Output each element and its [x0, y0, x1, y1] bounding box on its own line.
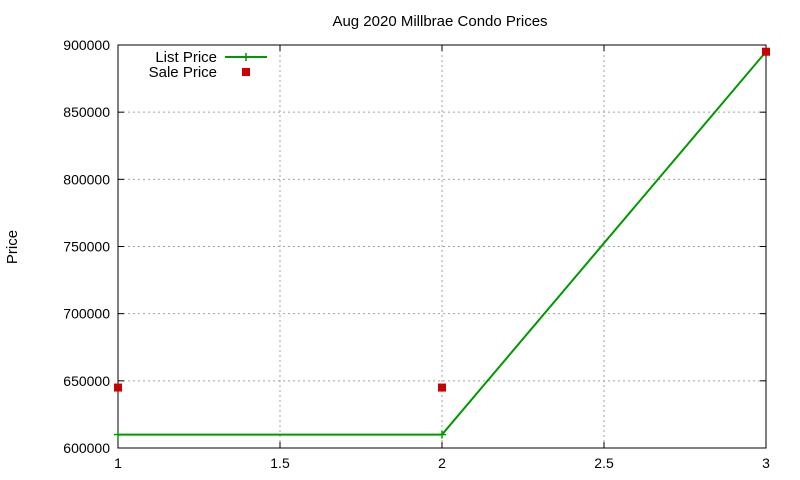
list-price-point	[114, 430, 122, 439]
x-tick-label: 2.5	[594, 455, 614, 471]
y-tick-label: 800000	[63, 171, 110, 187]
y-axis-title: Price	[4, 230, 21, 264]
list-price-point	[438, 430, 446, 439]
y-tick-label: 600000	[63, 440, 110, 456]
sale-price-point	[762, 47, 770, 56]
sale-price-point	[114, 383, 122, 392]
legend-marker-list-price	[242, 53, 250, 61]
y-tick-label: 850000	[63, 104, 110, 120]
x-tick-label: 1	[114, 455, 122, 471]
y-tick-label: 900000	[63, 37, 110, 53]
axis-ticks: 1 1.5 2 2.5 3 600000 650000 700000 750000 800000 8…	[63, 37, 770, 471]
legend-marker-sale-price	[242, 68, 250, 76]
legend-label-sale-price: Sale Price	[149, 64, 217, 81]
y-tick-label: 750000	[63, 239, 110, 255]
list-price-line	[118, 51, 767, 436]
legend-label-list-price: List Price	[155, 49, 217, 66]
y-tick-label: 650000	[63, 373, 110, 389]
chart-title: Aug 2020 Millbrae Condo Prices	[332, 13, 547, 30]
series-layer	[114, 47, 770, 439]
x-tick-label: 3	[762, 455, 770, 471]
x-tick-label: 1.5	[270, 455, 290, 471]
y-tick-label: 700000	[63, 306, 110, 322]
sale-price-point	[438, 383, 446, 392]
x-tick-label: 2	[438, 455, 446, 471]
